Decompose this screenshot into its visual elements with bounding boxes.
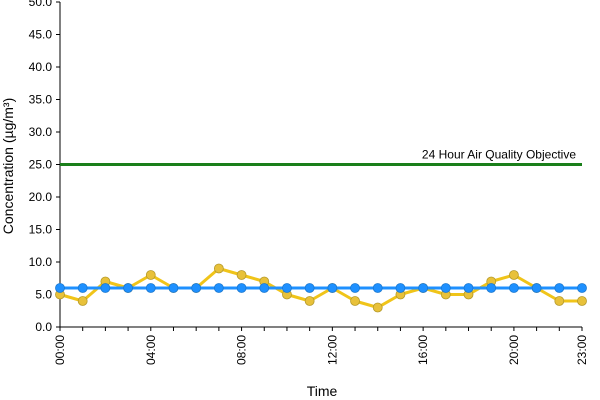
series-2-point bbox=[554, 283, 565, 293]
series-1-point bbox=[577, 296, 587, 306]
series-2-point bbox=[486, 283, 497, 293]
reference-line-group: 24 Hour Air Quality Objective bbox=[60, 148, 582, 166]
series-2-point bbox=[191, 283, 202, 293]
x-tick-label: 04:00 bbox=[144, 335, 158, 365]
series-2-point bbox=[440, 283, 451, 293]
y-axis-title: Concentration (µg/m³) bbox=[0, 98, 16, 234]
series-1-point bbox=[77, 296, 88, 306]
series-1-point bbox=[213, 263, 224, 274]
series-2-point bbox=[509, 283, 519, 293]
y-tick-label: 50.0 bbox=[29, 0, 53, 9]
series-2-point bbox=[577, 283, 587, 293]
series-2-point bbox=[123, 283, 133, 293]
x-axis-title: Time bbox=[307, 383, 338, 399]
series-2-point bbox=[531, 283, 542, 293]
series-2-point bbox=[213, 283, 224, 293]
series-1-point bbox=[304, 296, 315, 306]
series-2-point bbox=[304, 283, 315, 293]
series-2-point bbox=[55, 283, 65, 293]
y-tick-label: 45.0 bbox=[29, 28, 53, 42]
series-2-point bbox=[372, 283, 383, 293]
series-2-point bbox=[463, 283, 474, 293]
series-1-point bbox=[236, 270, 247, 280]
series-1-point bbox=[145, 270, 156, 280]
y-tick-label: 0.0 bbox=[35, 320, 52, 334]
x-tick-label: 16:00 bbox=[416, 335, 430, 365]
series-2-point bbox=[350, 283, 360, 293]
series-2-point bbox=[168, 283, 179, 293]
series-1-point bbox=[372, 302, 383, 313]
x-tick-label: 12:00 bbox=[325, 335, 339, 365]
series-1-point bbox=[509, 270, 519, 280]
series-2-point bbox=[418, 283, 429, 293]
y-tick-label: 20.0 bbox=[29, 190, 53, 204]
series-2-point bbox=[282, 283, 292, 293]
series-2-point bbox=[77, 283, 88, 293]
y-ticks: 0.0 5.0 10.0 15.0 20.0 25.0 30.0 35.0 40.0 45.0 50… bbox=[29, 0, 60, 334]
x-tick-label: 08:00 bbox=[235, 335, 249, 365]
reference-line-label: 24 Hour Air Quality Objective bbox=[422, 148, 576, 162]
y-tick-label: 35.0 bbox=[29, 93, 53, 107]
y-tick-label: 10.0 bbox=[29, 255, 53, 269]
y-tick-label: 5.0 bbox=[35, 288, 52, 302]
x-ticks: 00:00 04:00 08:00 12:00 16:00 20:00 23:00 bbox=[53, 327, 589, 365]
y-tick-label: 15.0 bbox=[29, 223, 53, 237]
series-1-point bbox=[554, 296, 565, 306]
series-1-point bbox=[350, 296, 360, 306]
series-2-point bbox=[236, 283, 247, 293]
series-2-point bbox=[259, 283, 270, 293]
x-tick-label: 20:00 bbox=[507, 335, 521, 365]
x-tick-label: 00:00 bbox=[53, 335, 67, 365]
series-2-point bbox=[395, 283, 406, 293]
series-2-point bbox=[145, 283, 156, 293]
y-tick-label: 25.0 bbox=[29, 158, 53, 172]
series-2-point bbox=[327, 283, 338, 293]
series-group bbox=[55, 263, 587, 313]
y-tick-label: 30.0 bbox=[29, 125, 53, 139]
series-2-point bbox=[100, 283, 111, 293]
y-tick-label: 40.0 bbox=[29, 60, 53, 74]
x-tick-label: 23:00 bbox=[575, 335, 589, 365]
